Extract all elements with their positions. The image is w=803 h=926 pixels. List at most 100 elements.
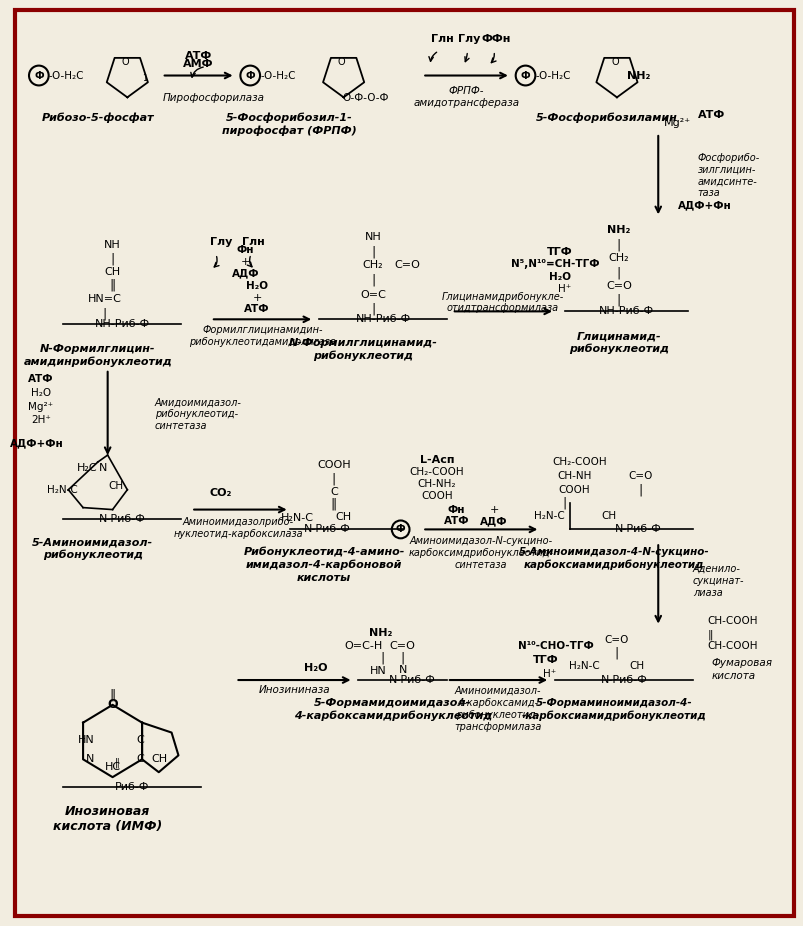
Text: N-Риб-Ф: N-Риб-Ф — [600, 675, 646, 685]
Text: Глицинамид-: Глицинамид- — [576, 332, 660, 341]
Text: ‖: ‖ — [330, 497, 336, 510]
Text: |: | — [370, 273, 375, 286]
Text: H₂O: H₂O — [31, 388, 51, 397]
Text: Аминоимидазол-: Аминоимидазол- — [454, 686, 540, 696]
Text: CH-COOH: CH-COOH — [707, 642, 757, 651]
Text: |: | — [614, 646, 618, 659]
Text: CH₂-COOH: CH₂-COOH — [410, 467, 464, 477]
Text: Глу: Глу — [210, 237, 231, 247]
Text: АТФ: АТФ — [28, 374, 54, 383]
Text: C=O: C=O — [605, 281, 631, 291]
Text: O: O — [610, 56, 618, 67]
Text: -O-H₂C: -O-H₂C — [259, 70, 296, 81]
Text: C: C — [136, 755, 144, 764]
Text: |: | — [616, 294, 620, 307]
Text: Ф: Ф — [520, 70, 530, 81]
Text: NH: NH — [365, 232, 381, 242]
Text: |: | — [370, 303, 375, 316]
Text: O-Ф-O-Ф: O-Ф-O-Ф — [341, 94, 388, 104]
Text: ‖: ‖ — [115, 757, 120, 768]
Text: АТФ: АТФ — [244, 305, 270, 315]
Text: рибонуклеотид: рибонуклеотид — [569, 344, 668, 355]
Text: N¹⁰-CHO-ТГФ: N¹⁰-CHO-ТГФ — [517, 642, 593, 651]
Text: CH: CH — [628, 661, 643, 671]
Text: АТФ: АТФ — [697, 110, 724, 120]
Text: N-Риб-Ф: N-Риб-Ф — [614, 524, 661, 534]
Text: CH-NH₂: CH-NH₂ — [418, 479, 456, 489]
Text: нуклеотид-карбоксилаза: нуклеотид-карбоксилаза — [173, 530, 303, 539]
Text: рибонуклеотидамидолигаза: рибонуклеотидамидолигаза — [190, 337, 336, 347]
Text: N⁵,N¹⁰=CH-ТГФ: N⁵,N¹⁰=CH-ТГФ — [510, 258, 598, 269]
Text: C: C — [136, 735, 144, 745]
Text: H₂N-C: H₂N-C — [533, 510, 565, 520]
Text: |: | — [562, 496, 566, 509]
Text: +: + — [252, 293, 262, 303]
Text: имидазол-4-карбоновой: имидазол-4-карбоновой — [246, 560, 402, 570]
Text: C=O: C=O — [628, 471, 652, 481]
Text: АТФ: АТФ — [184, 51, 211, 61]
Text: ‖: ‖ — [109, 278, 116, 291]
Text: АТФ: АТФ — [443, 517, 469, 527]
Text: ‖: ‖ — [109, 688, 116, 701]
Text: O: O — [337, 56, 345, 67]
Text: N: N — [99, 463, 107, 473]
Text: Рибонуклеотид-4-амино-: Рибонуклеотид-4-амино- — [243, 547, 404, 557]
Text: CH: CH — [104, 267, 120, 277]
Text: пирофосфат (ФРПФ): пирофосфат (ФРПФ) — [222, 126, 357, 136]
Text: -карбоксиамидрибонуклеотид: -карбоксиамидрибонуклеотид — [521, 710, 706, 721]
Text: ТГФ: ТГФ — [546, 247, 572, 257]
Text: CH₂-COOH: CH₂-COOH — [552, 457, 606, 467]
Text: +: + — [240, 257, 250, 267]
Text: рибонуклеотид: рибонуклеотид — [313, 351, 413, 361]
Text: NH-Риб-Ф: NH-Риб-Ф — [95, 319, 150, 330]
Text: зилглицин-: зилглицин- — [697, 165, 755, 175]
Text: 5-Формамидоимидазол-: 5-Формамидоимидазол- — [314, 698, 471, 707]
Text: CH₂: CH₂ — [608, 253, 629, 263]
Text: C=O: C=O — [604, 635, 629, 645]
Text: Глицинамидрибонукле-: Глицинамидрибонукле- — [441, 292, 564, 302]
Text: АДФ: АДФ — [479, 517, 507, 527]
Text: H₂N-C: H₂N-C — [47, 484, 78, 494]
Text: Инозининаза: Инозининаза — [259, 685, 330, 694]
Text: |: | — [616, 267, 620, 280]
Text: O=C-H: O=C-H — [344, 642, 382, 651]
Text: Фн: Фн — [236, 245, 254, 255]
Text: рибонуклеотид: рибонуклеотид — [43, 550, 143, 560]
Text: O: O — [121, 56, 129, 67]
Text: 2H⁺: 2H⁺ — [31, 416, 51, 425]
Text: N: N — [398, 665, 406, 675]
Text: H₂O: H₂O — [304, 663, 328, 673]
Text: 5-Аминоимидазол-: 5-Аминоимидазол- — [32, 537, 153, 547]
Text: Инозиновая: Инозиновая — [65, 806, 150, 819]
Text: |: | — [332, 472, 336, 485]
Text: 4-карбоксамидрибонуклеотид: 4-карбоксамидрибонуклеотид — [293, 710, 491, 721]
Text: 1: 1 — [142, 74, 148, 83]
Text: N-Риб-Ф: N-Риб-Ф — [389, 675, 435, 685]
Text: амидотрансфераза: амидотрансфераза — [413, 98, 519, 108]
Text: таза: таза — [697, 189, 719, 198]
Text: CO₂: CO₂ — [210, 488, 231, 498]
Text: сукцинат-: сукцинат- — [692, 576, 744, 586]
Text: Mg²⁺: Mg²⁺ — [28, 402, 53, 411]
Text: 5-Формаминоимидазол-4-: 5-Формаминоимидазол-4- — [535, 698, 691, 707]
Text: АДФ+Фн: АДФ+Фн — [677, 200, 731, 210]
Text: АМФ: АМФ — [182, 58, 213, 69]
Text: Фумаровая: Фумаровая — [711, 658, 772, 669]
Text: лиаза: лиаза — [692, 588, 722, 598]
Text: H₂C: H₂C — [77, 463, 98, 473]
Text: Глу: Глу — [458, 34, 480, 44]
Text: N: N — [86, 755, 94, 764]
Text: Аденило-: Аденило- — [692, 564, 740, 574]
Text: ТГФ: ТГФ — [532, 656, 558, 665]
Text: CH-COOH: CH-COOH — [707, 616, 757, 626]
Text: L-Асп: L-Асп — [419, 455, 454, 465]
Text: амидинрибонуклеотид: амидинрибонуклеотид — [23, 357, 172, 368]
Text: |: | — [381, 652, 385, 665]
Text: CH: CH — [108, 481, 123, 491]
Text: Риб-Ф: Риб-Ф — [115, 782, 149, 792]
Text: кислота: кислота — [711, 671, 755, 681]
Text: -O-H₂C: -O-H₂C — [535, 70, 570, 81]
Text: NH-Риб-Ф: NH-Риб-Ф — [355, 314, 410, 324]
Text: -O-H₂C: -O-H₂C — [49, 70, 84, 81]
Text: N-Риб-Ф: N-Риб-Ф — [304, 524, 350, 534]
